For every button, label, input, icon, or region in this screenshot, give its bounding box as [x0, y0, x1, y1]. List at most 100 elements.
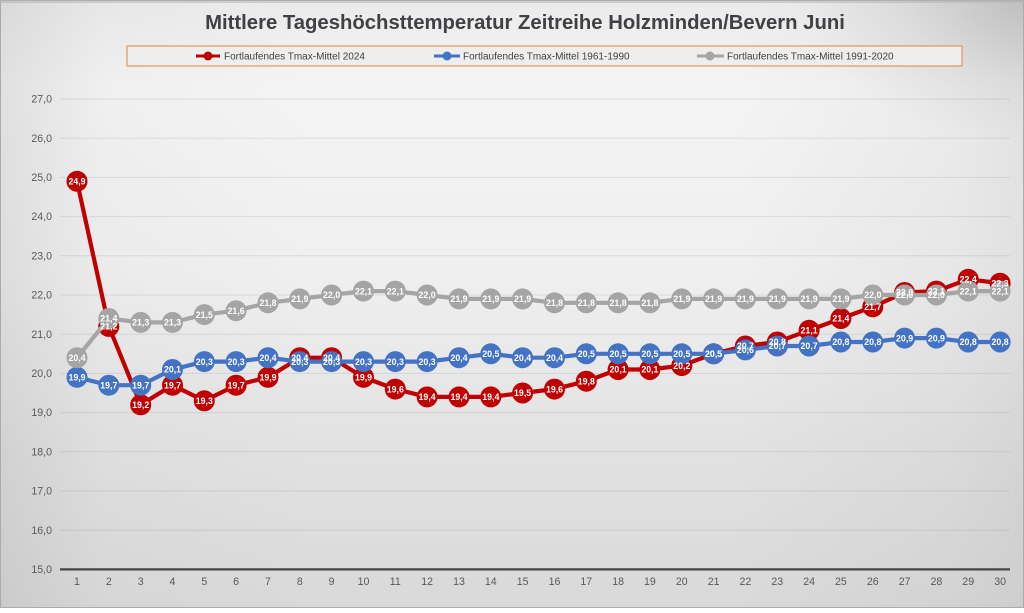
svg-text:20,3: 20,3: [196, 357, 213, 367]
svg-text:21,2: 21,2: [100, 322, 117, 332]
svg-text:18,0: 18,0: [31, 446, 52, 458]
svg-text:20,7: 20,7: [769, 341, 786, 351]
svg-text:19,0: 19,0: [31, 407, 52, 419]
svg-text:21,9: 21,9: [291, 294, 308, 304]
svg-text:21,9: 21,9: [801, 294, 818, 304]
svg-text:20,0: 20,0: [31, 368, 52, 380]
svg-text:20,4: 20,4: [546, 353, 563, 363]
svg-text:19,7: 19,7: [132, 380, 149, 390]
svg-text:21,7: 21,7: [864, 302, 881, 312]
svg-text:25: 25: [835, 576, 847, 588]
svg-text:19,6: 19,6: [546, 384, 563, 394]
svg-text:26: 26: [867, 576, 879, 588]
svg-text:20,4: 20,4: [68, 353, 85, 363]
svg-text:22,1: 22,1: [355, 286, 372, 296]
svg-text:20,5: 20,5: [705, 349, 722, 359]
svg-text:22,0: 22,0: [928, 290, 945, 300]
svg-text:19,7: 19,7: [164, 380, 181, 390]
svg-text:Mittlere Tageshöchsttemperatur: Mittlere Tageshöchsttemperatur Zeitreihe…: [205, 12, 845, 34]
svg-text:22,4: 22,4: [960, 275, 977, 285]
svg-text:21,8: 21,8: [578, 298, 595, 308]
svg-text:21,4: 21,4: [832, 314, 849, 324]
svg-text:22,1: 22,1: [992, 286, 1009, 296]
svg-text:21,9: 21,9: [450, 294, 467, 304]
svg-text:16: 16: [549, 576, 561, 588]
svg-text:16,0: 16,0: [31, 525, 52, 537]
svg-text:20,8: 20,8: [992, 337, 1009, 347]
svg-text:21,9: 21,9: [832, 294, 849, 304]
svg-text:21,3: 21,3: [164, 318, 181, 328]
svg-text:20,3: 20,3: [228, 357, 245, 367]
svg-text:Fortlaufendes Tmax-Mittel 1961: Fortlaufendes Tmax-Mittel 1961-1990: [463, 52, 630, 63]
svg-text:22,0: 22,0: [896, 288, 913, 298]
svg-text:21,8: 21,8: [610, 298, 627, 308]
svg-text:22,0: 22,0: [864, 290, 881, 300]
svg-text:20,2: 20,2: [673, 361, 690, 371]
svg-text:20,7: 20,7: [801, 341, 818, 351]
svg-text:21,1: 21,1: [801, 326, 818, 336]
svg-text:26,0: 26,0: [31, 133, 52, 145]
svg-text:19,4: 19,4: [450, 392, 467, 402]
svg-text:20,5: 20,5: [578, 349, 595, 359]
svg-text:22,1: 22,1: [387, 286, 404, 296]
svg-text:22,1: 22,1: [960, 286, 977, 296]
svg-text:21,9: 21,9: [737, 294, 754, 304]
svg-text:19,4: 19,4: [482, 392, 499, 402]
svg-text:15,0: 15,0: [31, 564, 52, 576]
svg-text:3: 3: [138, 576, 144, 588]
svg-text:Fortlaufendes Tmax-Mittel 2024: Fortlaufendes Tmax-Mittel 2024: [224, 52, 365, 63]
svg-text:21,8: 21,8: [641, 298, 658, 308]
svg-text:20,4: 20,4: [323, 353, 340, 363]
svg-text:20,3: 20,3: [355, 357, 372, 367]
svg-text:20,3: 20,3: [387, 357, 404, 367]
svg-text:23,0: 23,0: [31, 250, 52, 262]
svg-text:21: 21: [708, 576, 720, 588]
svg-text:20: 20: [676, 576, 688, 588]
svg-text:22,3: 22,3: [992, 278, 1009, 288]
svg-text:20,4: 20,4: [450, 353, 467, 363]
svg-text:20,5: 20,5: [641, 349, 658, 359]
svg-text:7: 7: [265, 576, 271, 588]
svg-text:20,5: 20,5: [673, 349, 690, 359]
svg-text:22,0: 22,0: [323, 290, 340, 300]
svg-text:21,4: 21,4: [100, 314, 117, 324]
svg-text:25,0: 25,0: [31, 172, 52, 184]
svg-text:17: 17: [580, 576, 592, 588]
svg-text:20,1: 20,1: [610, 365, 627, 375]
svg-text:2: 2: [106, 576, 112, 588]
svg-text:21,8: 21,8: [546, 298, 563, 308]
svg-text:19: 19: [644, 576, 656, 588]
svg-text:13: 13: [453, 576, 465, 588]
svg-text:15: 15: [517, 576, 529, 588]
svg-text:21,9: 21,9: [482, 294, 499, 304]
svg-text:20,1: 20,1: [164, 365, 181, 375]
svg-text:20,1: 20,1: [641, 365, 658, 375]
svg-text:20,5: 20,5: [482, 349, 499, 359]
svg-text:11: 11: [390, 576, 401, 588]
svg-text:22: 22: [740, 576, 752, 588]
svg-text:20,8: 20,8: [864, 337, 881, 347]
svg-text:20,9: 20,9: [928, 333, 945, 343]
svg-text:17,0: 17,0: [31, 486, 52, 498]
svg-text:20,5: 20,5: [705, 349, 722, 359]
svg-text:29: 29: [962, 576, 974, 588]
svg-text:24,9: 24,9: [68, 177, 85, 187]
svg-text:12: 12: [421, 576, 433, 588]
svg-text:22,0: 22,0: [419, 290, 436, 300]
svg-text:6: 6: [233, 576, 239, 588]
svg-text:21,3: 21,3: [132, 318, 149, 328]
svg-text:4: 4: [170, 576, 176, 588]
svg-text:27: 27: [899, 576, 911, 588]
svg-text:21,9: 21,9: [673, 294, 690, 304]
svg-text:20,6: 20,6: [737, 345, 754, 355]
svg-text:19,7: 19,7: [228, 380, 245, 390]
svg-text:20,9: 20,9: [896, 333, 913, 343]
svg-text:20,4: 20,4: [259, 353, 276, 363]
svg-text:28: 28: [931, 576, 943, 588]
svg-text:19,9: 19,9: [259, 373, 276, 383]
svg-text:20,8: 20,8: [960, 337, 977, 347]
svg-text:20,4: 20,4: [514, 353, 531, 363]
svg-text:14: 14: [485, 576, 497, 588]
svg-text:19,8: 19,8: [578, 376, 595, 386]
svg-text:21,5: 21,5: [196, 310, 213, 320]
